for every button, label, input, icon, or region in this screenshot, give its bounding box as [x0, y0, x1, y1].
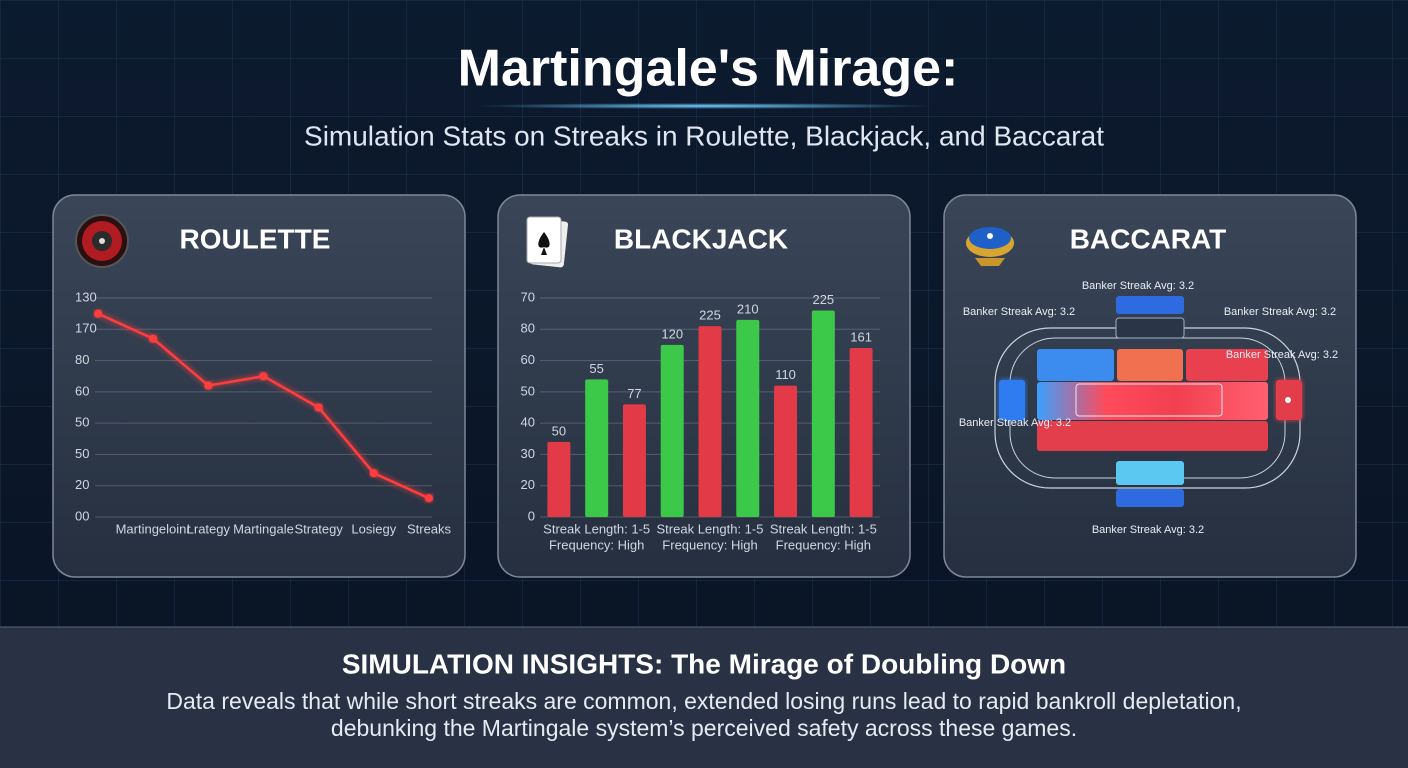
y-tick-label: 60 — [75, 383, 89, 398]
panel-title: BLACKJACK — [614, 223, 788, 254]
insights-title: SIMULATION INSIGHTS: The Mirage of Doubl… — [342, 648, 1066, 679]
y-tick-label: 50 — [75, 446, 89, 461]
y-tick-label: 80 — [521, 321, 535, 336]
bar-annotation: 110 — [775, 367, 796, 382]
bar — [849, 348, 873, 517]
y-tick-label: 50 — [75, 415, 89, 430]
insights-band — [0, 627, 1408, 768]
point — [369, 469, 378, 478]
x-tick-label: Frequency: High — [662, 537, 757, 552]
x-tick-label: Streak Length: 1-5 — [543, 521, 650, 536]
page-subtitle: Simulation Stats on Streaks in Roulette,… — [304, 120, 1104, 151]
x-tick-label: Losiegy — [351, 521, 396, 536]
baccarat-label: Banker Streak Avg: 3.2 — [1082, 280, 1194, 292]
bar — [622, 404, 646, 517]
bar-annotation: 55 — [589, 361, 603, 376]
x-tick-label: Streak Length: 1-5 — [657, 521, 764, 536]
baccarat-label: Banker Streak Avg: 3.2 — [1224, 306, 1336, 318]
x-tick-label: Streaks — [407, 521, 452, 536]
panel-title: BACCARAT — [1070, 223, 1227, 254]
x-tick-label: Strategy — [294, 521, 343, 536]
bar — [811, 310, 835, 517]
point — [314, 403, 323, 412]
baccarat-label: Banker Streak Avg: 3.2 — [963, 306, 1075, 318]
baccarat-label: Banker Streak Avg: 3.2 — [1226, 349, 1338, 361]
baccarat-label: Banker Streak Avg: 3.2 — [1092, 524, 1204, 536]
page-title: Martingale's Mirage: — [458, 40, 959, 98]
point — [94, 309, 102, 318]
bar — [547, 441, 571, 517]
point — [425, 494, 433, 503]
y-tick-label: 50 — [521, 383, 535, 398]
x-tick-label: Martingale — [233, 521, 294, 536]
x-tick-label: Frequency: High — [776, 537, 871, 552]
insights-text: debunking the Martingale system’s percei… — [331, 715, 1077, 741]
bar — [736, 319, 760, 517]
bar-annotation: 161 — [850, 329, 872, 344]
y-tick-label: 170 — [75, 321, 97, 336]
bar-annotation: 225 — [699, 308, 721, 323]
x-tick-label: Streak Length: 1-5 — [770, 521, 877, 536]
roulette-panel — [52, 194, 466, 578]
y-tick-label: 20 — [521, 477, 535, 492]
insights-text: Data reveals that while short streaks ar… — [166, 688, 1241, 714]
bar-annotation: 210 — [737, 301, 759, 316]
point — [204, 381, 213, 390]
y-tick-label: 60 — [521, 352, 535, 367]
bar-annotation: 50 — [552, 423, 566, 438]
x-tick-label: Frequency: High — [549, 537, 644, 552]
bar — [660, 344, 684, 517]
y-tick-label: 130 — [75, 289, 97, 304]
bar-annotation: 120 — [661, 326, 683, 341]
bar-annotation: 77 — [627, 386, 641, 401]
roulette-icon — [75, 214, 129, 268]
y-tick-label: 80 — [75, 352, 89, 367]
y-tick-label: 00 — [75, 508, 89, 523]
y-tick-label: 30 — [521, 446, 535, 461]
x-tick-label: Lrategy — [187, 521, 231, 536]
y-tick-label: 70 — [521, 289, 535, 304]
bar-annotation: 225 — [812, 292, 834, 307]
panel-title: ROULETTE — [180, 223, 331, 254]
point — [149, 334, 158, 343]
card-icon — [526, 216, 569, 268]
y-tick-label: 20 — [75, 477, 89, 492]
x-tick-label: Martingeloinr — [116, 521, 192, 536]
baccarat-label: Banker Streak Avg: 3.2 — [959, 417, 1071, 429]
baccarat-icon — [966, 227, 1014, 266]
y-tick-label: 40 — [521, 415, 535, 430]
bar — [774, 385, 798, 517]
point — [259, 372, 268, 381]
baccarat-table — [994, 296, 1302, 507]
bar — [585, 379, 609, 517]
y-tick-label: 0 — [528, 508, 535, 523]
bar — [698, 326, 722, 517]
title-underline — [474, 103, 934, 109]
